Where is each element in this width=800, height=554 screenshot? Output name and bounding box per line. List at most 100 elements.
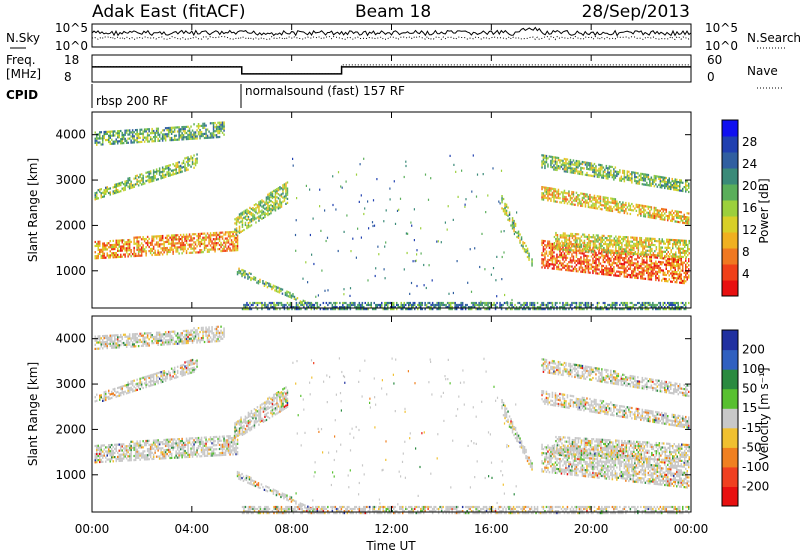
heatmap-cell — [246, 306, 248, 309]
heatmap-cell — [247, 209, 250, 212]
heatmap-cell — [211, 246, 213, 249]
heatmap-cell — [460, 303, 462, 307]
heatmap-cell — [508, 217, 511, 220]
heatmap-cell — [184, 136, 186, 139]
heatmap-cell — [593, 169, 596, 172]
heatmap-cell — [625, 303, 627, 307]
heatmap-cell — [563, 170, 566, 173]
heatmap-cell — [583, 254, 585, 257]
heatmap-cell — [584, 306, 587, 309]
heatmap-cell — [332, 175, 334, 178]
heatmap-cell — [592, 261, 594, 264]
heatmap-cell — [102, 454, 104, 457]
heatmap-cell — [541, 260, 543, 263]
heatmap-cell — [617, 202, 620, 205]
heatmap-cell — [118, 457, 120, 460]
heatmap-cell — [623, 203, 626, 206]
heatmap-cell — [677, 258, 679, 262]
heatmap-cell — [179, 164, 182, 167]
heatmap-cell — [652, 301, 654, 305]
heatmap-cell — [569, 169, 572, 172]
heatmap-cell — [545, 159, 548, 162]
heatmap-cell — [114, 142, 116, 145]
heatmap-cell — [276, 206, 278, 209]
heatmap-cell — [306, 306, 308, 309]
heatmap-cell — [184, 237, 186, 240]
heatmap-cell — [565, 303, 567, 307]
heatmap-cell — [270, 212, 272, 215]
heatmap-cell — [529, 308, 531, 311]
heatmap-cell — [112, 452, 114, 455]
heatmap-cell — [197, 133, 200, 136]
heatmap-cell — [679, 179, 681, 182]
heatmap-cell — [137, 246, 140, 249]
heatmap-cell — [182, 243, 185, 247]
heatmap-cell — [236, 242, 239, 246]
heatmap-cell — [436, 303, 438, 307]
heatmap-cell — [148, 237, 150, 240]
heatmap-cell — [677, 277, 679, 280]
heatmap-cell — [276, 301, 278, 305]
heatmap-cell — [662, 208, 664, 211]
heatmap-cell — [651, 237, 653, 240]
heatmap-cell — [167, 133, 170, 136]
heatmap-cell — [619, 201, 621, 204]
heatmap-cell — [124, 241, 126, 244]
heatmap-cell — [634, 236, 637, 239]
heatmap-cell — [412, 306, 414, 309]
heatmap-cell — [677, 212, 679, 215]
heatmap-cell — [553, 187, 555, 191]
heatmap-cell — [511, 227, 514, 230]
heatmap-cell — [574, 251, 576, 254]
heatmap-cell — [221, 235, 224, 238]
heatmap-cell — [164, 127, 167, 130]
heatmap-cell — [653, 179, 656, 182]
heatmap-cell — [649, 272, 651, 275]
heatmap-cell — [320, 229, 322, 232]
heatmap-cell — [193, 249, 195, 252]
heatmap-cell — [619, 239, 622, 243]
heatmap-cell — [267, 214, 269, 217]
heatmap-cell — [194, 135, 197, 138]
heatmap-cell — [652, 178, 654, 181]
heatmap-cell — [377, 245, 379, 248]
heatmap-cell — [184, 247, 186, 251]
heatmap-cell — [650, 274, 653, 277]
heatmap-cell — [637, 266, 639, 269]
heatmap-cell — [607, 251, 610, 254]
heatmap-cell — [643, 183, 645, 186]
heatmap-cell — [155, 170, 158, 173]
heatmap-cell — [607, 235, 610, 238]
heatmap-cell — [256, 301, 259, 305]
heatmap-cell — [589, 259, 591, 262]
heatmap-cell — [589, 174, 591, 177]
heatmap-cell — [653, 212, 656, 215]
heatmap-cell — [112, 445, 114, 449]
heatmap-cell — [584, 203, 587, 206]
heatmap-cell — [609, 245, 611, 248]
heatmap-cell — [118, 130, 120, 133]
heatmap-cell — [605, 306, 608, 309]
heatmap-cell — [678, 247, 680, 250]
heatmap-cell — [628, 263, 630, 266]
heatmap-cell — [565, 238, 568, 241]
heatmap-cell — [578, 164, 581, 167]
heatmap-cell — [161, 253, 164, 256]
heatmap-cell — [590, 255, 593, 258]
heatmap-cell — [671, 209, 673, 212]
heatmap-cell — [558, 242, 560, 245]
heatmap-cell — [155, 243, 158, 246]
heatmap-cell — [639, 236, 641, 240]
heatmap-cell — [99, 454, 101, 457]
heatmap-cell — [545, 154, 548, 158]
heatmap-cell — [166, 129, 168, 132]
heatmap-cell — [305, 184, 307, 187]
heatmap-cell — [346, 303, 349, 307]
heatmap-cell — [212, 130, 215, 133]
heatmap-cell — [500, 230, 502, 233]
heatmap-cell — [555, 240, 557, 243]
heatmap-cell — [370, 301, 372, 305]
heatmap-cell — [298, 308, 301, 311]
heatmap-cell — [677, 185, 679, 188]
heatmap-cell — [584, 173, 587, 176]
